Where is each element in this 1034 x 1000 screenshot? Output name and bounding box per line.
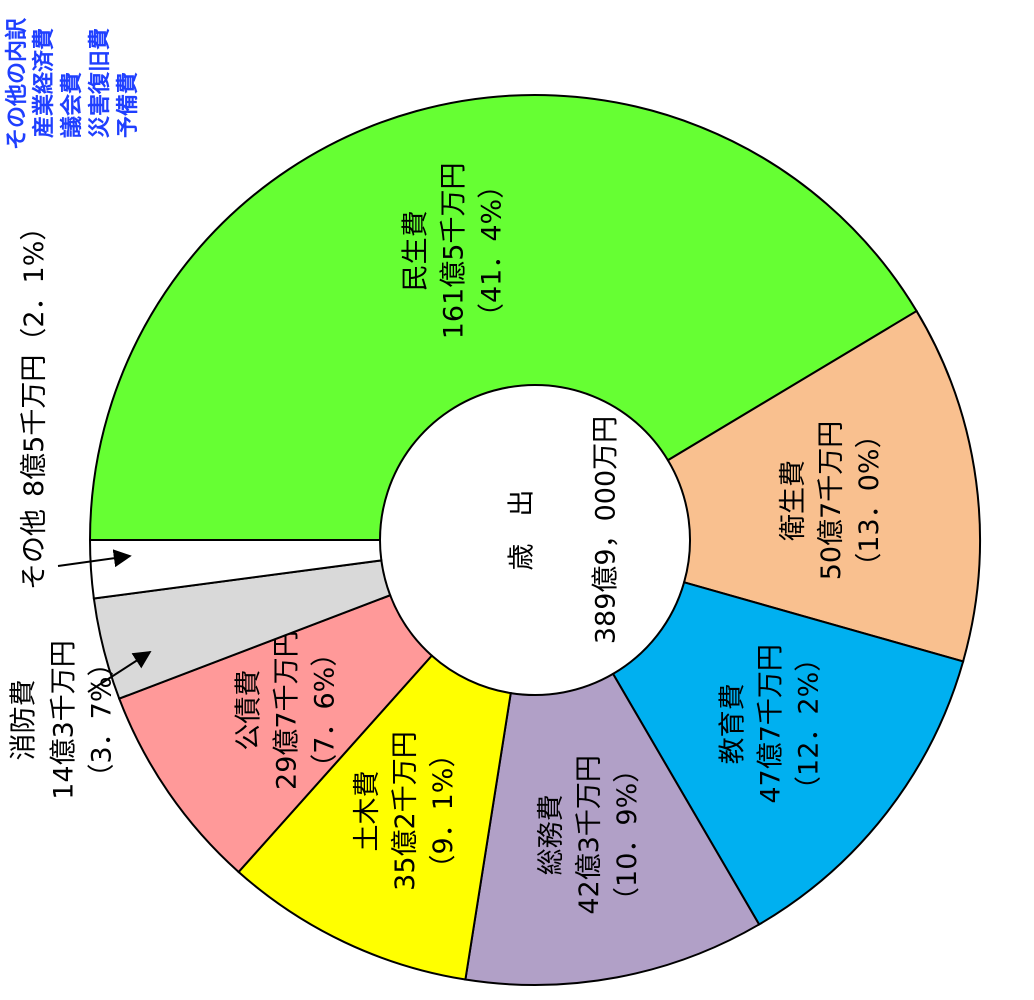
note-item: 災害復旧費 [87, 28, 113, 138]
slice-label: （12．2%） [794, 645, 825, 803]
slice-label: 47億7千万円 [756, 644, 787, 804]
slice-label: （10．9%） [612, 756, 643, 914]
slice-label: 29億7千万円 [271, 630, 302, 790]
note-item: 予備費 [115, 72, 141, 138]
rotated-chart: 民生費 161億5千万円 （41．4%） 衛生費 50億7千万円 （13．0%） 教育費 47… [4, 17, 981, 986]
note-item: 議会費 [59, 72, 85, 138]
arrow [87, 651, 152, 693]
slice [88, 94, 918, 541]
slice-label: 50億7千万円 [816, 421, 847, 581]
slice-label: （41．4%） [476, 172, 507, 330]
slice-label: 公債費 [233, 670, 264, 751]
slice-label: 42億3千万円 [574, 755, 605, 915]
slice-label: 消防費 [9, 680, 40, 761]
note-title: その他の内訳 [4, 17, 30, 150]
label-part: その他 [19, 509, 50, 590]
note-item: 産業経済費 [31, 28, 57, 138]
slice-label: 161億5千万円 [438, 163, 469, 340]
slice-label: 衛生費 [778, 460, 809, 541]
slice [117, 593, 434, 874]
slice-label: その他 8億5千万円（2．1%） [19, 214, 50, 590]
slice-label: 14億3千万円 [49, 640, 80, 800]
slice [666, 309, 981, 663]
slice-label: 教育費 [718, 683, 749, 764]
label-part: （2．1%） [19, 214, 50, 355]
slice [611, 581, 965, 926]
slice-label: （13．0%） [854, 421, 885, 579]
slice [88, 539, 383, 600]
slice-label: 民生費 [400, 210, 431, 291]
slice-label: （7．6%） [309, 640, 340, 781]
slice [237, 654, 512, 981]
slice-label: （3．7%） [87, 649, 118, 790]
center-title: 歳 出 [507, 490, 538, 571]
slice-label: 35億2千万円 [390, 731, 421, 891]
slice [464, 672, 761, 986]
slice-label: 総務費 [536, 794, 567, 875]
label-part: 8億5千万円 [19, 355, 50, 497]
arrow [57, 549, 132, 568]
slice-label: 土木費 [352, 771, 383, 852]
slice-label: （9．1%） [428, 741, 459, 882]
center-total: 389億9，000万円 [591, 416, 622, 644]
